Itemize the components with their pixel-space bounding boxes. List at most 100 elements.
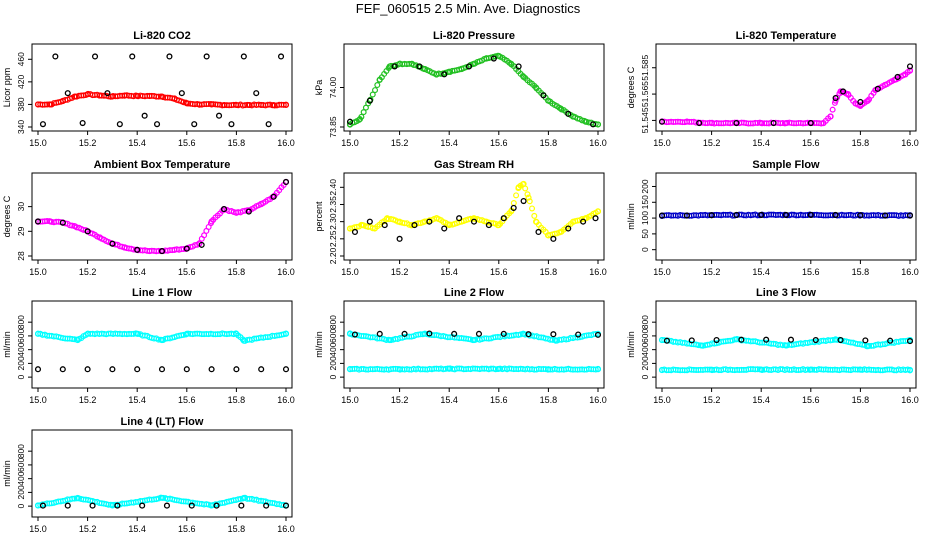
data-point	[906, 63, 914, 70]
data-point	[738, 336, 745, 343]
y-axis-label: degrees C	[626, 66, 636, 108]
x-tick-label: 15.8	[228, 395, 246, 405]
series-yellow	[346, 180, 602, 239]
data-point	[84, 228, 91, 235]
data-point	[807, 211, 814, 218]
data-point	[366, 218, 373, 225]
y-tick-label: 200	[328, 356, 338, 370]
data-point	[408, 60, 416, 67]
data-point	[570, 218, 577, 225]
y-tick-label: 29	[16, 226, 26, 236]
x-tick-label: 15.0	[341, 395, 359, 405]
data-point	[552, 337, 559, 344]
x-tick-label: 16.0	[589, 395, 607, 405]
data-point	[84, 366, 91, 373]
data-point	[359, 222, 366, 229]
x-tick-label: 15.0	[29, 138, 47, 148]
x-tick-label: 15.6	[490, 395, 508, 405]
x-tick-label: 15.2	[391, 267, 409, 277]
chart-title: Line 2 Flow	[444, 287, 504, 299]
data-point	[188, 502, 195, 509]
data-point	[171, 246, 178, 253]
x-tick-label: 15.4	[128, 524, 146, 534]
data-point	[807, 366, 814, 373]
y-tick-label: 800	[328, 315, 338, 329]
y-axis-label: percent	[314, 201, 324, 232]
data-point	[525, 194, 532, 201]
data-point	[594, 331, 602, 338]
series-black	[346, 55, 597, 128]
data-point	[592, 121, 599, 128]
data-point	[550, 235, 557, 242]
data-point	[713, 336, 720, 344]
data-point	[782, 342, 790, 349]
data-point	[134, 246, 141, 253]
data-point	[258, 201, 265, 208]
y-tick-label: 2.40	[328, 179, 338, 196]
y-tick-label: 30	[16, 202, 26, 212]
y-tick-label: 600	[16, 329, 26, 343]
data-point	[465, 63, 473, 70]
y-axis-label: degrees C	[2, 195, 12, 237]
data-point	[277, 53, 285, 60]
series-black	[351, 330, 602, 338]
x-tick-label: 15.4	[440, 138, 458, 148]
x-tick-label: 16.0	[277, 395, 295, 405]
data-point	[47, 218, 54, 225]
y-axis-label: ml/min	[626, 203, 636, 230]
plot-frame	[343, 43, 605, 132]
plot-frame	[31, 43, 293, 132]
data-point	[396, 218, 403, 225]
x-tick-label: 15.8	[540, 395, 558, 405]
x-tick-label: 16.0	[901, 395, 919, 405]
data-point	[532, 84, 540, 91]
data-point	[238, 502, 245, 509]
chart-title: Li-820 Temperature	[736, 30, 837, 42]
data-point	[401, 330, 408, 337]
data-point	[79, 120, 86, 127]
x-tick-label: 15.0	[341, 138, 359, 148]
data-point	[844, 91, 852, 98]
data-point	[34, 330, 42, 337]
y-axis-label: ml/min	[2, 331, 12, 358]
x-tick-label: 15.8	[852, 267, 870, 277]
y-axis-label: ml/min	[626, 331, 636, 358]
data-point	[34, 366, 42, 373]
data-point	[475, 330, 483, 337]
data-point	[72, 93, 79, 100]
data-point	[758, 120, 765, 127]
x-tick-label: 15.4	[440, 395, 458, 405]
data-point	[446, 68, 453, 75]
x-tick-label: 15.6	[178, 267, 196, 277]
data-point	[240, 494, 247, 501]
data-point	[158, 494, 166, 501]
y-tick-label: 51.585	[640, 54, 650, 80]
data-point	[146, 92, 153, 100]
data-point	[490, 55, 497, 62]
data-point	[282, 330, 290, 337]
data-point	[396, 60, 403, 67]
data-point	[758, 211, 765, 218]
x-tick-label: 15.4	[752, 267, 770, 277]
chart-panel-2: Li-820 Pressure kPa 73.85 74.00 15.0 15.2 15.4…	[314, 30, 607, 148]
data-point	[240, 53, 247, 60]
data-point	[906, 338, 914, 345]
data-point	[812, 336, 819, 344]
data-point	[220, 101, 228, 109]
plot-frame	[343, 300, 605, 389]
data-point	[857, 366, 864, 373]
x-tick-label: 15.6	[802, 138, 820, 148]
data-point	[158, 336, 166, 344]
data-point	[882, 81, 889, 88]
y-tick-label: 0	[16, 374, 26, 379]
data-point	[381, 222, 388, 229]
data-point	[346, 118, 354, 125]
data-point	[384, 215, 391, 222]
y-tick-label: 340	[16, 120, 26, 134]
data-point	[663, 337, 671, 344]
x-tick-label: 16.0	[589, 267, 607, 277]
data-point	[515, 184, 522, 191]
